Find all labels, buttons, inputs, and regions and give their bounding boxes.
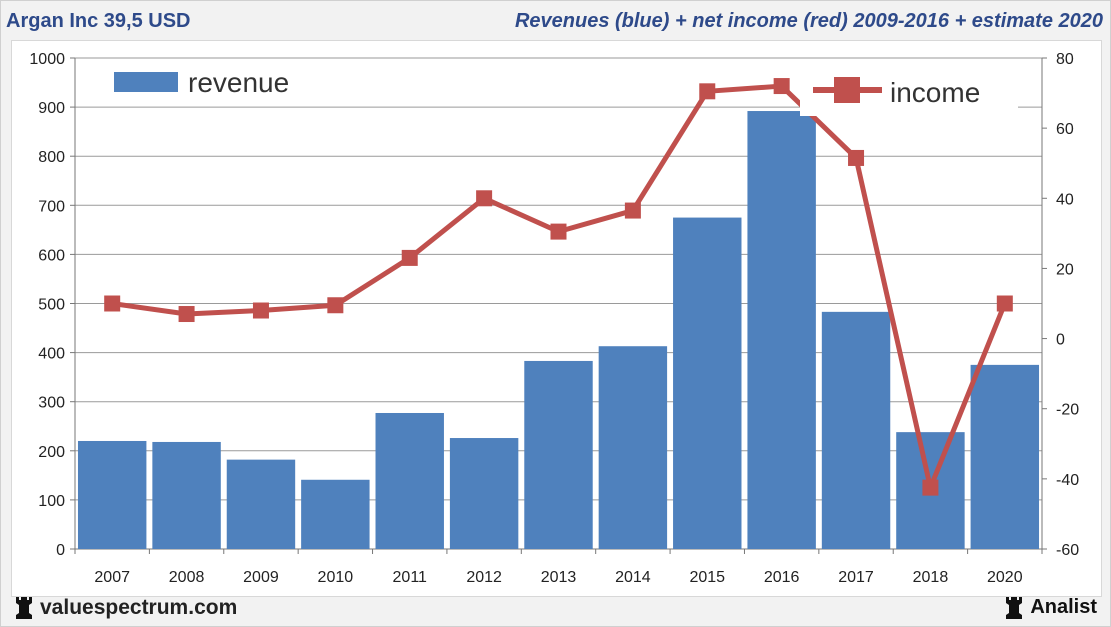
revenue-bar xyxy=(970,364,1040,549)
left-axis-tick-label: 200 xyxy=(38,444,65,461)
income-point xyxy=(773,78,790,95)
income-point xyxy=(401,249,418,266)
right-axis-tick-label: -20 xyxy=(1056,402,1079,419)
x-axis-tick-label: 2018 xyxy=(913,569,949,586)
left-axis-tick-label: 500 xyxy=(38,297,65,314)
x-axis-tick-label: 2020 xyxy=(987,569,1023,586)
left-axis-tick-label: 400 xyxy=(38,346,65,363)
left-axis-tick-label: 800 xyxy=(38,149,65,166)
legend-income-marker xyxy=(834,77,860,103)
income-point xyxy=(699,83,716,100)
footer-brand-right-text: Analist xyxy=(1030,596,1097,618)
right-axis-tick-label: -60 xyxy=(1056,542,1079,559)
footer-brand-left: valuespectrum.com xyxy=(14,596,237,620)
legend-income-label: income xyxy=(890,77,980,108)
x-axis-tick-label: 2007 xyxy=(94,569,130,586)
footer-brand-left-text: valuespectrum.com xyxy=(40,596,238,619)
x-axis-tick-label: 2009 xyxy=(243,569,279,586)
left-axis-tick-label: 0 xyxy=(56,542,65,559)
footer-brand-right: Analist xyxy=(1004,596,1097,619)
income-point xyxy=(104,295,121,312)
income-point xyxy=(848,149,865,166)
income-point xyxy=(252,302,269,319)
chart-title-right: Revenues (blue) + net income (red) 2009-… xyxy=(514,10,1103,32)
right-axis-tick-label: 20 xyxy=(1056,261,1074,278)
rook-icon xyxy=(1006,596,1023,619)
x-axis-tick-label: 2017 xyxy=(838,569,874,586)
left-axis-tick-label: 700 xyxy=(38,198,65,215)
x-axis-tick-label: 2012 xyxy=(466,569,502,586)
x-axis-tick-label: 2015 xyxy=(689,569,725,586)
rook-icon xyxy=(16,597,32,619)
left-axis-tick-label: 100 xyxy=(38,493,65,510)
x-axis-tick-label: 2013 xyxy=(541,569,577,586)
income-point xyxy=(178,306,195,323)
revenue-bar xyxy=(673,217,742,549)
revenue-bar xyxy=(747,111,816,549)
legend-revenue-swatch xyxy=(114,72,178,92)
income-point xyxy=(327,297,344,314)
revenue-bar xyxy=(152,441,221,549)
left-axis-tick-label: 300 xyxy=(38,395,65,412)
revenue-bar xyxy=(524,360,593,549)
right-axis-tick-label: 40 xyxy=(1056,191,1074,208)
right-axis-tick-label: 60 xyxy=(1056,121,1074,138)
left-axis-tick-label: 600 xyxy=(38,247,65,264)
income-point xyxy=(476,190,493,207)
revenue-bar xyxy=(598,346,668,549)
income-point xyxy=(550,223,567,240)
revenue-bar xyxy=(301,479,370,549)
left-axis-tick-label: 1000 xyxy=(29,51,65,68)
revenue-bar xyxy=(821,311,891,549)
x-axis-tick-label: 2008 xyxy=(169,569,205,586)
income-point xyxy=(922,479,939,496)
income-point xyxy=(624,202,641,219)
revenue-bar xyxy=(375,412,444,549)
right-axis-tick-label: 0 xyxy=(1056,332,1065,349)
chart-title-left: Argan Inc 39,5 USD xyxy=(6,10,191,32)
x-axis-tick-label: 2010 xyxy=(318,569,354,586)
right-axis-tick-label: -40 xyxy=(1056,472,1079,489)
x-axis-tick-label: 2016 xyxy=(764,569,800,586)
revenue-bar xyxy=(449,438,519,549)
x-axis-tick-label: 2011 xyxy=(393,569,428,586)
left-axis-tick-label: 900 xyxy=(38,100,65,117)
legend-revenue-label: revenue xyxy=(188,67,289,98)
x-axis-tick-label: 2014 xyxy=(615,569,651,586)
revenue-bar xyxy=(226,459,296,549)
right-axis-tick-label: 80 xyxy=(1056,51,1074,68)
revenue-bar xyxy=(77,440,147,549)
income-point xyxy=(996,295,1013,312)
